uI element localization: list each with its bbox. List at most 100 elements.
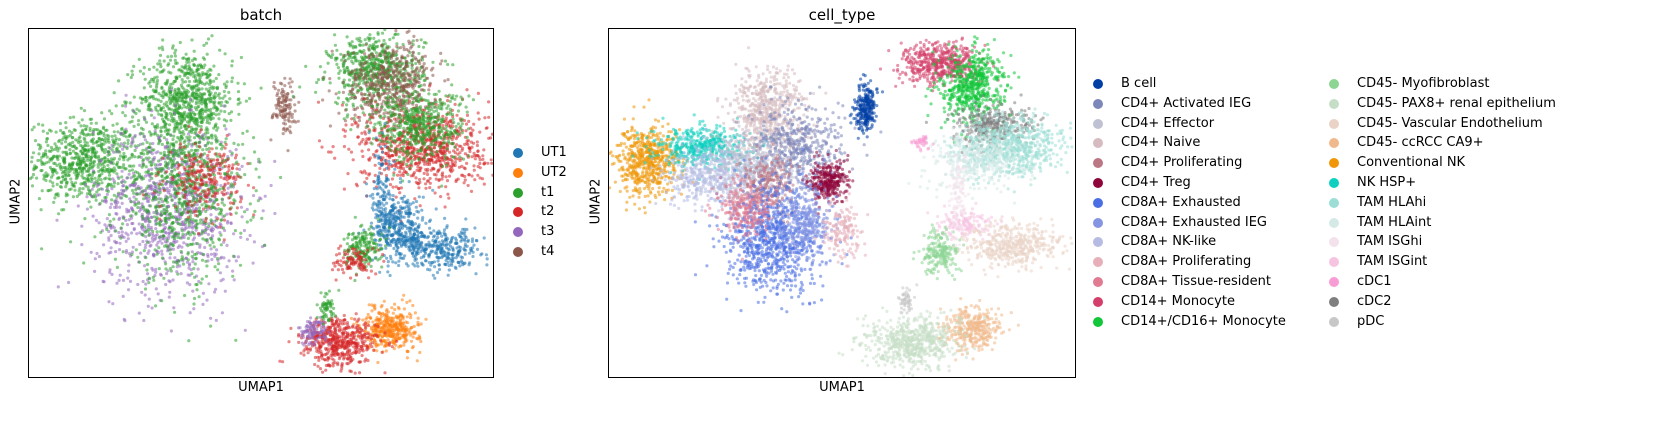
point — [402, 89, 406, 93]
point — [341, 80, 345, 84]
point — [158, 191, 162, 195]
point — [334, 92, 338, 96]
point — [416, 59, 421, 64]
point — [172, 118, 176, 123]
point — [137, 260, 142, 264]
point — [79, 149, 83, 153]
point — [115, 195, 119, 199]
point — [70, 162, 74, 166]
point — [155, 230, 159, 234]
point — [143, 225, 147, 229]
point — [374, 51, 378, 55]
point — [179, 249, 183, 254]
point — [379, 64, 383, 68]
point — [156, 240, 160, 245]
point — [115, 172, 119, 176]
point — [195, 222, 199, 226]
point — [224, 142, 228, 147]
cluster-t1 — [76, 49, 302, 343]
point — [384, 57, 388, 61]
point — [195, 93, 199, 97]
point — [198, 76, 202, 80]
point — [107, 182, 111, 186]
point — [230, 171, 234, 175]
point — [78, 162, 82, 166]
point — [360, 131, 364, 135]
point — [209, 141, 214, 145]
point — [147, 281, 151, 285]
point — [180, 78, 184, 82]
point — [88, 126, 92, 130]
point — [99, 178, 103, 182]
point — [275, 115, 279, 119]
point — [205, 118, 210, 122]
point — [161, 156, 165, 160]
point — [169, 195, 173, 199]
point — [367, 37, 371, 41]
point — [185, 281, 189, 285]
point — [190, 272, 194, 276]
point — [160, 249, 164, 253]
point — [489, 158, 493, 162]
point — [198, 221, 202, 225]
point — [204, 274, 209, 278]
point — [180, 114, 184, 118]
point — [78, 135, 82, 139]
point — [85, 195, 89, 199]
point — [60, 208, 64, 212]
point — [361, 43, 365, 47]
point — [197, 170, 201, 174]
point — [191, 119, 195, 123]
point — [97, 254, 101, 259]
point — [190, 254, 194, 259]
point — [195, 288, 199, 292]
point — [98, 174, 102, 178]
point — [346, 57, 350, 61]
point — [252, 186, 256, 190]
point — [230, 80, 234, 84]
point — [197, 144, 201, 149]
point — [160, 142, 164, 146]
point — [72, 115, 76, 119]
point — [187, 124, 191, 128]
cluster-t3 — [55, 88, 277, 333]
point — [75, 174, 79, 178]
point — [163, 93, 167, 97]
point — [137, 119, 141, 123]
point — [228, 207, 232, 211]
point — [116, 160, 120, 164]
point — [197, 231, 201, 236]
point — [44, 171, 48, 175]
point — [328, 124, 332, 128]
point — [195, 152, 199, 156]
point — [119, 226, 123, 230]
point — [206, 89, 211, 94]
point — [149, 113, 154, 117]
point — [223, 94, 227, 98]
point — [194, 108, 199, 112]
point — [364, 43, 368, 47]
point — [476, 91, 480, 95]
point — [218, 225, 222, 229]
point — [227, 90, 231, 94]
point — [147, 249, 151, 253]
point — [207, 205, 211, 209]
point — [367, 47, 371, 51]
point — [335, 102, 339, 106]
point — [257, 157, 261, 161]
point — [290, 90, 294, 94]
point — [183, 124, 187, 129]
point — [67, 173, 71, 177]
point — [152, 90, 156, 94]
point — [109, 250, 113, 254]
point — [201, 291, 205, 295]
point — [217, 161, 221, 165]
point — [194, 127, 198, 131]
point — [193, 262, 197, 266]
point — [154, 304, 158, 308]
point — [183, 73, 188, 77]
point — [172, 306, 176, 310]
point — [155, 81, 159, 85]
point — [96, 178, 100, 182]
point — [126, 269, 131, 273]
